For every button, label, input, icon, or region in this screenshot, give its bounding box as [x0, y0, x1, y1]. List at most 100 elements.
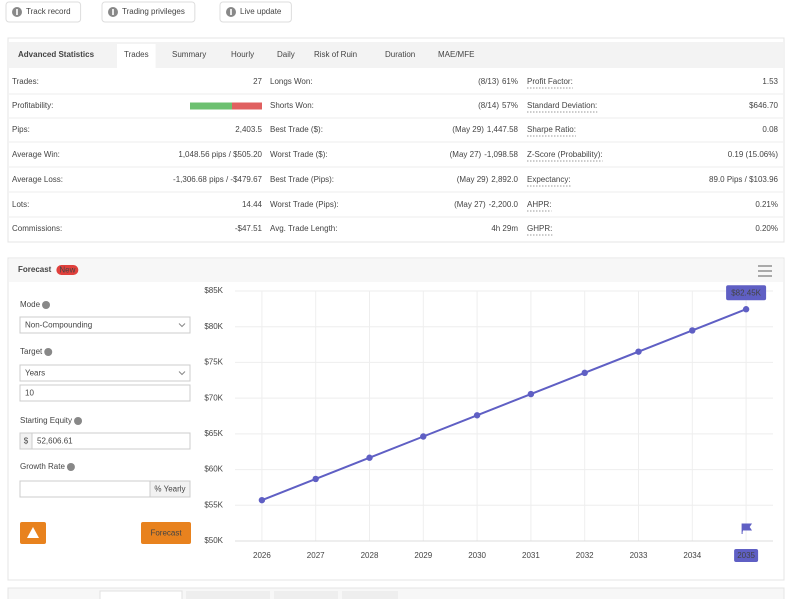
toolbar-icon-mark [112, 9, 114, 15]
x-tick-label: 2027 [307, 551, 325, 560]
activity-tab[interactable] [274, 591, 338, 599]
value-label: $82.45K [731, 288, 761, 297]
badge [56, 265, 79, 275]
stat-value: 57% [502, 101, 518, 110]
stat-value: 4h 29m [491, 224, 518, 233]
stat-label: Profit Factor: [527, 77, 573, 86]
target-input[interactable] [19, 384, 191, 402]
y-tick-label: $60K [204, 465, 223, 474]
stat-value: -1,306.68 pips / -$479.67 [173, 175, 263, 184]
badge-text: New [59, 266, 75, 275]
stat-label: Average Loss: [12, 175, 63, 184]
tab[interactable]: Daily [277, 50, 295, 59]
stat-value: 89.0 Pips / $103.96 [709, 175, 778, 184]
stats-panel [7, 37, 785, 243]
x-tick-label: 2033 [630, 551, 648, 560]
stat-value: 61% [502, 77, 518, 86]
stat-label: Best Trade (Pips): [270, 175, 334, 184]
profitability-win [190, 102, 232, 110]
y-tick-label: $50K [204, 536, 223, 545]
input-suffix [149, 480, 191, 498]
stat-value: 1.53 [762, 77, 778, 86]
activity-tab[interactable] [342, 591, 398, 599]
forecast-title: Forecast [18, 265, 52, 274]
select-value: Years [25, 369, 45, 378]
equity-input[interactable] [31, 432, 191, 450]
x-tick-label: 2030 [468, 551, 486, 560]
stat-value: 2,892.0 [491, 175, 518, 184]
forecast-header [9, 259, 783, 282]
tab[interactable]: Hourly [231, 50, 254, 59]
forecast-button[interactable] [141, 522, 191, 544]
stat-value: $646.70 [749, 101, 778, 110]
stat-value: 0.21% [755, 200, 778, 209]
form-label: Target [20, 347, 43, 356]
stat-value: -2,200.0 [489, 200, 519, 209]
y-tick-label: $65K [204, 429, 223, 438]
target-select[interactable] [19, 364, 191, 382]
y-tick-label: $55K [204, 500, 223, 509]
toolbar-label: Track record [26, 7, 71, 16]
mode-select[interactable] [19, 316, 191, 334]
tab-active[interactable] [117, 44, 156, 68]
y-tick-label: $85K [204, 286, 223, 295]
toolbar-button[interactable] [219, 1, 292, 23]
stat-value: 1,048.56 pips / $505.20 [178, 150, 262, 159]
stat-note: (8/13) [478, 77, 499, 86]
data-point [366, 454, 373, 461]
flag-icon [741, 523, 753, 534]
stat-value: 0.08 [762, 125, 778, 134]
tab[interactable]: Summary [172, 50, 206, 59]
form-label: Growth Rate [20, 462, 65, 471]
stat-label: Sharpe Ratio: [527, 125, 576, 134]
stat-note: (May 29) [457, 175, 489, 184]
tab[interactable]: Trades [124, 50, 149, 59]
data-point [473, 412, 481, 419]
activity-tab[interactable] [99, 590, 183, 599]
info-icon [66, 463, 75, 471]
stat-label: Worst Trade ($): [270, 150, 328, 159]
tab[interactable]: Risk of Ruin [314, 50, 357, 59]
info-icon [42, 301, 51, 309]
y-tick-label: $70K [204, 393, 223, 402]
x-tick-label: 2035 [737, 551, 755, 560]
x-tick-label: 2032 [576, 551, 594, 560]
stat-value: 2,403.5 [235, 125, 262, 134]
x-label-highlight [734, 549, 759, 562]
stat-value: 27 [253, 77, 262, 86]
data-point [635, 348, 642, 355]
tab[interactable]: Duration [385, 50, 415, 59]
data-point [689, 327, 696, 334]
tab[interactable]: Advanced Statistics [18, 50, 95, 59]
stat-label: Average Win: [12, 150, 60, 159]
profitability-loss [232, 102, 262, 110]
info-icon [74, 417, 83, 425]
series-line [261, 308, 747, 502]
stat-value: -1,098.58 [484, 150, 518, 159]
toolbar-icon-mark [230, 9, 232, 15]
settings-icon[interactable] [758, 265, 772, 277]
stat-label: Profitability: [12, 101, 53, 110]
stat-note: (May 29) [452, 125, 484, 134]
chevron [178, 371, 186, 376]
stat-label: Best Trade ($): [270, 125, 323, 134]
stat-note: (8/14) [478, 101, 499, 110]
toolbar-button[interactable] [5, 1, 82, 23]
form-label: Starting Equity [20, 416, 72, 425]
stat-label: Shorts Won: [270, 101, 314, 110]
activity-tab[interactable] [186, 591, 270, 599]
stat-value: -$47.51 [235, 224, 263, 233]
y-tick-label: $75K [204, 358, 223, 367]
stat-label: AHPR: [527, 200, 551, 209]
suffix-text: % Yearly [154, 485, 185, 494]
tab[interactable]: MAE/MFE [438, 50, 474, 59]
growth-input[interactable] [19, 480, 151, 498]
stat-note: (May 27) [454, 200, 486, 209]
stat-note: (May 27) [450, 150, 482, 159]
stat-value: 14.44 [242, 200, 263, 209]
toolbar-button[interactable] [101, 1, 196, 23]
x-tick-label: 2028 [361, 551, 379, 560]
data-point [312, 475, 319, 483]
